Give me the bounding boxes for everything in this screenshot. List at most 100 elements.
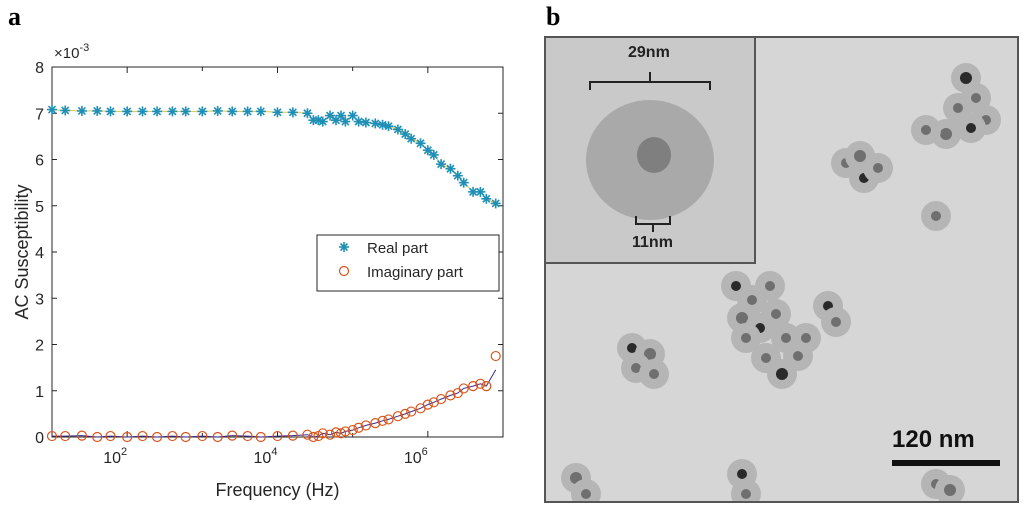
imaginary-part-point xyxy=(370,418,381,429)
real-part-point xyxy=(317,116,328,127)
y-tick-label: 2 xyxy=(35,338,44,355)
real-part-point xyxy=(436,159,447,170)
imaginary-part-point xyxy=(302,429,313,440)
real-part-point xyxy=(452,170,463,181)
real-part-point xyxy=(481,193,492,204)
imaginary-part-point xyxy=(105,430,116,442)
inset-core-label: 11nm xyxy=(632,234,673,251)
imaginary-part-point xyxy=(212,431,223,443)
real-part-point xyxy=(287,107,298,118)
particle-core xyxy=(761,353,771,363)
legend-real-marker xyxy=(339,242,349,252)
tem-micrograph: 29nm 11nm 120 nm xyxy=(544,36,1019,503)
imaginary-part-point xyxy=(151,431,163,443)
real-part-point xyxy=(400,129,411,140)
particle-core xyxy=(921,125,931,135)
real-part-point xyxy=(336,110,347,121)
real-part-point xyxy=(255,106,266,117)
y-tick-label: 8 xyxy=(35,60,44,77)
imaginary-part-point xyxy=(467,381,479,392)
particle-core xyxy=(737,469,747,479)
y-axis-label: AC Susceptibility xyxy=(12,184,32,319)
imaginary-part-point xyxy=(255,431,266,443)
particle-core xyxy=(627,343,637,353)
particle-core xyxy=(801,333,811,343)
imaginary-part-point xyxy=(383,414,394,425)
imaginary-part-point xyxy=(324,429,336,440)
inset-shell-bracket xyxy=(589,72,711,90)
legend-real-label: Real part xyxy=(367,240,429,257)
particle-core xyxy=(960,72,972,84)
imaginary-part-point xyxy=(122,431,133,443)
particle-core xyxy=(771,309,781,319)
imaginary-part-point xyxy=(167,430,178,442)
y-multiplier: ×10-3 xyxy=(54,42,89,62)
real-part-point xyxy=(212,105,223,116)
imaginary-fit-line xyxy=(52,369,497,438)
imaginary-part-point xyxy=(137,430,148,442)
real-part-point xyxy=(370,118,381,129)
real-part-point xyxy=(468,186,479,197)
imaginary-part-point xyxy=(392,411,404,422)
particle-core xyxy=(581,489,591,499)
imaginary-part-point xyxy=(353,422,364,433)
y-tick-label: 7 xyxy=(35,106,44,123)
real-part-point xyxy=(227,106,238,117)
real-part-point xyxy=(406,133,417,144)
real-part-point xyxy=(392,124,403,135)
real-part-point xyxy=(445,163,456,174)
real-part-point xyxy=(105,106,116,117)
real-part-point xyxy=(353,116,364,127)
real-part-point xyxy=(60,105,71,116)
particle-core xyxy=(649,369,659,379)
imaginary-part-point xyxy=(227,430,238,441)
particle-core xyxy=(940,128,952,140)
imaginary-part-point xyxy=(340,426,351,437)
imaginary-part-point xyxy=(308,431,319,443)
particle-core xyxy=(873,163,883,173)
real-part-point xyxy=(180,106,191,117)
inset-core xyxy=(637,137,671,173)
particle-core xyxy=(944,484,956,496)
real-part-point xyxy=(475,186,486,197)
imaginary-part-point xyxy=(242,430,253,442)
real-part-point xyxy=(122,106,133,117)
inset-core-bracket xyxy=(635,216,671,232)
imaginary-part-point xyxy=(481,381,492,392)
particle-core xyxy=(765,281,775,291)
imaginary-part-point xyxy=(360,420,372,431)
tem-inset: 29nm 11nm xyxy=(546,38,756,264)
imaginary-part-point xyxy=(490,350,501,362)
real-part-point xyxy=(490,198,501,209)
y-tick-label: 5 xyxy=(35,199,44,216)
particle-core xyxy=(631,363,641,373)
imaginary-part-point xyxy=(475,378,486,389)
imaginary-part-point xyxy=(406,406,417,417)
real-part-point xyxy=(242,106,253,117)
imaginary-part-point xyxy=(377,415,388,426)
imaginary-part-point xyxy=(76,430,88,441)
real-part-point xyxy=(197,106,208,117)
particle-core xyxy=(731,281,741,291)
real-part-point xyxy=(137,106,148,117)
imaginary-part-point xyxy=(197,430,208,442)
panel-label-a: a xyxy=(8,2,21,31)
y-tick-label: 3 xyxy=(35,291,44,308)
particle-core xyxy=(793,351,803,361)
imaginary-part-point xyxy=(335,428,347,439)
x-tick-label: 102 xyxy=(103,446,127,467)
particle-core xyxy=(966,123,976,133)
imaginary-part-point xyxy=(317,428,328,439)
susceptibility-chart: 0 1 2 3 4 5 6 7 8 102 104 106 Frequency (Hz) AC Susce… xyxy=(12,42,504,500)
imaginary-part-point xyxy=(46,430,58,442)
real-part-point xyxy=(422,145,433,156)
imaginary-part-point xyxy=(60,430,71,442)
real-fit-line xyxy=(51,109,496,204)
real-part-point xyxy=(415,138,426,149)
real-part-point xyxy=(383,121,394,132)
real-part-point xyxy=(47,104,57,115)
imaginary-part-point xyxy=(272,430,283,442)
legend-imaginary-label: Imaginary part xyxy=(367,264,464,281)
real-part-point xyxy=(302,108,313,119)
particle-core xyxy=(781,333,791,343)
